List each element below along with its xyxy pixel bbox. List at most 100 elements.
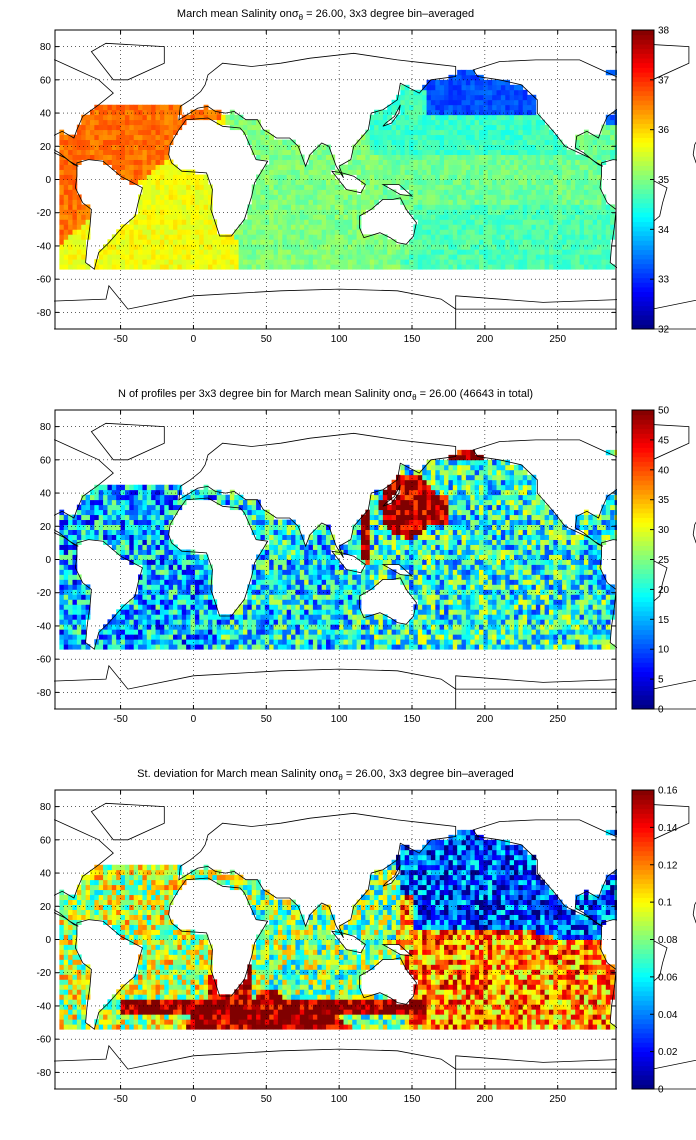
heatmap-cell	[129, 139, 135, 146]
heatmap-cell	[273, 609, 279, 615]
heatmap-cell	[94, 124, 100, 131]
heatmap-cell	[430, 599, 436, 605]
heatmap-cell	[374, 634, 379, 640]
heatmap-cell	[343, 194, 349, 200]
heatmap-cell	[168, 199, 174, 205]
heatmap-cell	[356, 244, 362, 250]
heatmap-cell	[592, 614, 598, 620]
heatmap-cell	[225, 619, 231, 625]
heatmap-cell	[435, 79, 441, 86]
heatmap-cell	[492, 224, 497, 230]
heatmap-cell	[492, 194, 497, 200]
heatmap-cell	[72, 164, 78, 170]
heatmap-cell	[601, 249, 607, 255]
heatmap-cell	[474, 599, 480, 605]
heatmap-cell	[404, 244, 410, 250]
heatmap-cell	[531, 229, 537, 235]
heatmap-cell	[304, 634, 309, 640]
heatmap-cell	[164, 639, 170, 645]
heatmap-cell	[264, 609, 270, 615]
heatmap-cell	[251, 584, 257, 590]
heatmap-cell	[177, 239, 183, 245]
heatmap-cell	[225, 114, 231, 121]
heatmap-cell	[208, 224, 213, 230]
heatmap-cell	[417, 224, 423, 230]
heatmap-cell	[251, 224, 257, 230]
heatmap-cell	[190, 184, 196, 190]
heatmap-cell	[146, 594, 152, 600]
heatmap-cell	[391, 619, 397, 625]
heatmap-cell	[448, 154, 454, 160]
heatmap-cell	[374, 164, 379, 170]
heatmap-cell	[470, 644, 476, 650]
heatmap-cell	[308, 219, 314, 225]
heatmap-cell	[562, 639, 567, 645]
heatmap-cell	[570, 639, 576, 645]
heatmap-cell	[479, 164, 484, 170]
colorbar-step	[632, 90, 654, 96]
heatmap-cell	[509, 174, 515, 180]
heatmap-cell	[413, 154, 419, 160]
heatmap-cell	[444, 624, 449, 630]
heatmap-cell	[566, 644, 572, 650]
heatmap-cell	[474, 179, 480, 185]
heatmap-cell	[378, 644, 384, 650]
heatmap-cell	[566, 189, 572, 195]
heatmap-cell	[583, 169, 589, 175]
heatmap-cell	[295, 154, 301, 160]
heatmap-cell	[570, 154, 576, 160]
heatmap-cell	[470, 134, 476, 141]
heatmap-cell	[614, 139, 620, 146]
heatmap-cell	[264, 209, 270, 215]
heatmap-cell	[208, 234, 213, 240]
heatmap-cell	[164, 239, 170, 245]
heatmap-cell	[465, 184, 471, 190]
heatmap-cell	[544, 239, 550, 245]
heatmap-cell	[133, 609, 139, 615]
heatmap-cell	[531, 254, 537, 260]
heatmap-cell	[474, 79, 480, 86]
heatmap-cell	[256, 244, 261, 250]
heatmap-cell	[63, 134, 69, 141]
heatmap-cell	[369, 184, 375, 190]
heatmap-cell	[404, 144, 410, 150]
heatmap-cell	[518, 89, 524, 96]
heatmap-cell	[540, 599, 545, 605]
heatmap-cell	[133, 124, 139, 131]
heatmap-cell	[592, 619, 598, 625]
heatmap-cell	[251, 209, 257, 215]
heatmap-cell	[142, 614, 148, 620]
heatmap-cell	[120, 614, 126, 620]
heatmap-cell	[522, 104, 528, 111]
colorbar-step	[632, 76, 654, 82]
heatmap-cell	[142, 244, 148, 250]
heatmap-cell	[500, 194, 506, 200]
heatmap-cell	[107, 144, 113, 150]
heatmap-cell	[562, 634, 567, 640]
heatmap-cell	[553, 209, 559, 215]
heatmap-cell	[509, 184, 515, 190]
heatmap-cell	[286, 629, 292, 635]
heatmap-cell	[535, 159, 541, 165]
heatmap-cell	[395, 644, 401, 650]
heatmap-cell	[483, 614, 489, 620]
heatmap-cell	[260, 204, 266, 210]
heatmap-cell	[461, 634, 467, 640]
y-tick-label: -20	[37, 208, 52, 219]
heatmap-cell	[610, 609, 615, 615]
heatmap-cell	[138, 239, 143, 245]
heatmap-cell	[181, 254, 187, 260]
heatmap-cell	[295, 604, 301, 610]
heatmap-cell	[457, 604, 462, 610]
heatmap-cell	[146, 589, 152, 595]
heatmap-cell	[203, 189, 209, 195]
heatmap-cell	[133, 129, 139, 136]
heatmap-cell	[361, 139, 366, 146]
heatmap-cell	[496, 584, 502, 590]
heatmap-cell	[138, 194, 143, 200]
heatmap-cell	[544, 264, 550, 270]
heatmap-cell	[395, 134, 401, 141]
heatmap-cell	[417, 594, 423, 600]
heatmap-cell	[448, 624, 454, 630]
heatmap-cell	[391, 624, 397, 630]
